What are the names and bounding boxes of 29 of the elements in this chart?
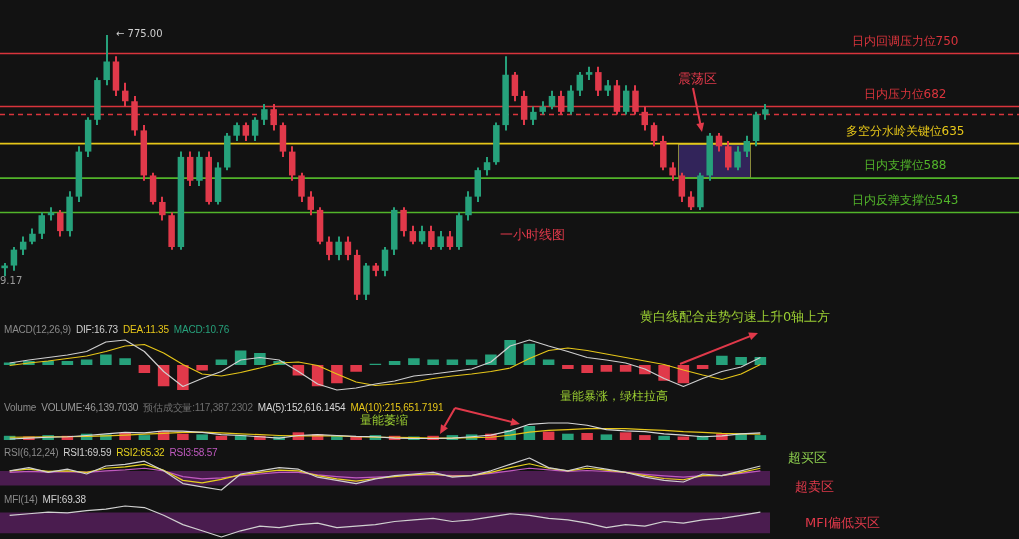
series-label: MFI:69.38 — [42, 494, 86, 505]
text: 预估成交量:117,387.2302 — [143, 402, 253, 413]
text: VOLUME:46,139.7030 — [41, 402, 139, 413]
text: MA(10):215,651.7191 — [350, 402, 444, 413]
series-label: DEA:11.35 — [123, 324, 169, 335]
series-label: RSI2:65.32 — [116, 447, 165, 458]
text: MFI偏低买区 — [805, 514, 880, 532]
chart-title: MFI(14) — [4, 494, 38, 505]
series-label: DIF:16.73 — [75, 324, 118, 335]
chart-title: RSI(6,12,24) — [4, 447, 59, 458]
ref-line-label: 日内反弹支撑位543 — [851, 191, 959, 209]
annotation: ← 775.00 — [116, 28, 163, 39]
series-label: RSI1:69.59 — [63, 447, 112, 458]
text: MA(5):152,616.1454 — [257, 402, 346, 413]
series-label: RSI3:58.57 — [169, 447, 218, 458]
annotation: 震荡区 — [678, 70, 717, 88]
annotation: 9.17 — [0, 275, 23, 286]
text: 超买区 — [788, 449, 827, 467]
annotation: 一小时线图 — [500, 226, 565, 244]
ref-line-label: 多空分水岭关键位635 — [845, 122, 965, 140]
text: 超卖区 — [795, 478, 834, 496]
annotation: 量能暴涨，绿柱拉高 — [560, 388, 668, 405]
series-label: MACD:10.76 — [173, 324, 230, 335]
chart-title: MACD(12,26,9) — [4, 324, 71, 335]
text: 黄白线配合走势匀速上升0轴上方 — [640, 308, 831, 326]
chart-title: Volume — [4, 402, 37, 413]
ref-line-label: 日内压力位682 — [863, 85, 947, 103]
ref-line-label: 日内回调压力位750 — [851, 32, 959, 50]
ref-line-label: 日内支撑位588 — [863, 157, 947, 175]
